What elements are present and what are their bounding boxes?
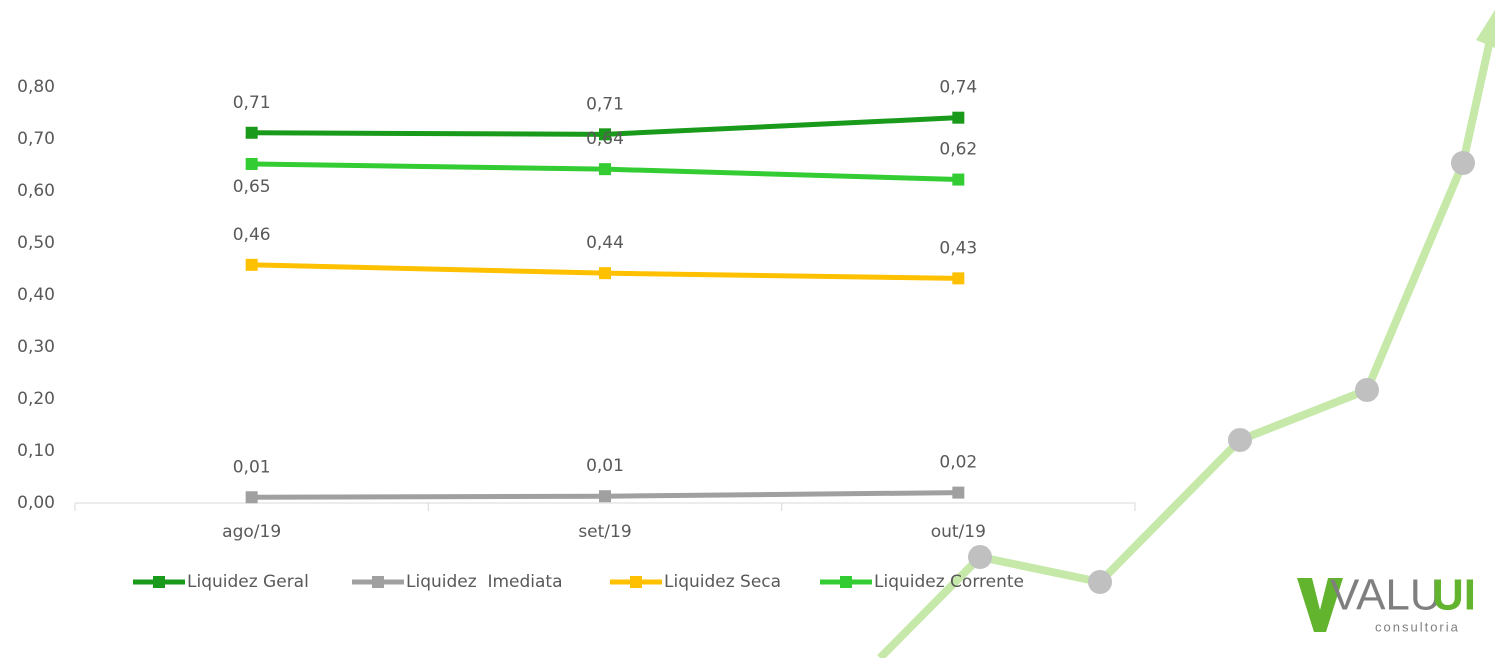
y-tick-label: 0,70 [17,129,55,149]
legend-label: Liquidez Corrente [874,572,1024,592]
legend-label: Liquidez Geral [187,572,309,592]
marker [245,126,258,139]
data-label: 0,71 [233,93,271,113]
marker [599,490,611,503]
data-label: 0,65 [233,177,271,197]
decoration [877,10,1495,661]
legend-marker [840,576,852,588]
data-label: 0,46 [233,225,271,245]
marker [599,267,611,280]
y-tick-label: 0,50 [17,233,55,253]
y-tick-label: 0,80 [17,77,55,97]
data-label: 0,02 [939,453,977,473]
data-label: 0,43 [939,238,977,258]
y-tick-label: 0,30 [17,337,55,357]
decor-arrow [1476,10,1495,48]
logo: VALU UI consultoria [1297,571,1476,634]
y-tick-label: 0,00 [17,493,55,513]
marker [245,258,258,271]
decor-dot [1355,378,1379,402]
logo-text-b: UI [1432,571,1476,620]
y-tick-label: 0,10 [17,441,55,461]
y-tick-label: 0,20 [17,389,55,409]
data-label: 0,01 [586,456,624,476]
data-label: 0,44 [586,233,624,253]
decor-dot [968,545,992,569]
x-tick-label: set/19 [578,522,631,542]
marker [952,173,965,186]
data-label: 0,74 [939,78,977,98]
marker [599,163,611,176]
decor-dot [1451,151,1475,175]
legend-marker [630,576,642,588]
decor-dot [1228,428,1252,452]
legend-marker [372,576,384,588]
marker [245,157,258,170]
y-tick-label: 0,40 [17,285,55,305]
marker [952,486,965,499]
legend-marker [153,576,165,588]
data-label: 0,01 [233,457,271,477]
logo-tagline: consultoria [1375,619,1460,634]
x-tick-label: ago/19 [222,522,281,542]
data-label: 0,71 [586,94,624,114]
legend-label: Liquidez Imediata [406,572,563,592]
data-label: 0,62 [939,140,977,160]
marker [599,128,611,141]
marker [952,272,965,285]
logo-mark [1297,578,1343,632]
legend-label: Liquidez Seca [664,572,781,592]
marker [245,491,258,504]
decor-dot [1088,570,1112,594]
logo-text-a: VALU [1330,571,1442,620]
marker [952,111,965,124]
y-tick-label: 0,60 [17,181,55,201]
x-tick-label: out/19 [931,522,986,542]
data-label: 0,64 [586,129,624,149]
